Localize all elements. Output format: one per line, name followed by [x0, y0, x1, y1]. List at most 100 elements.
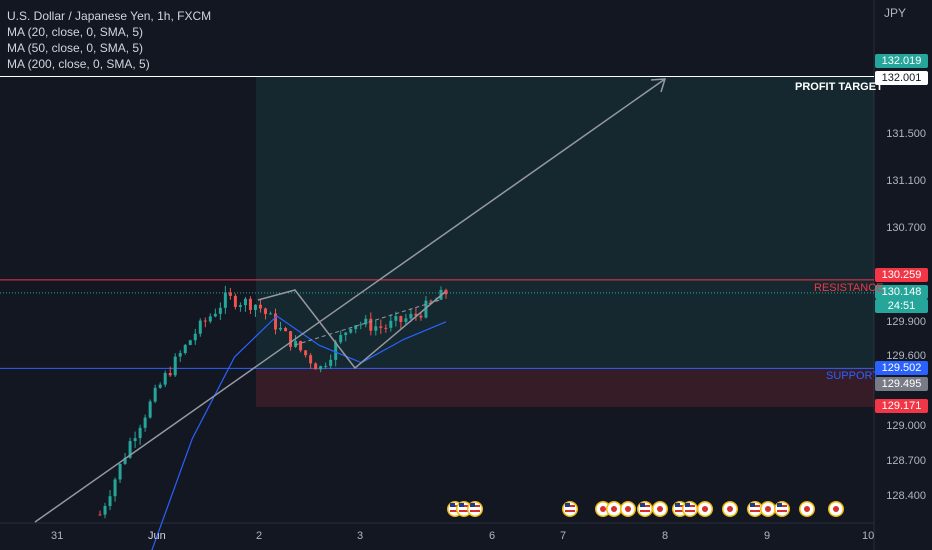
candle-body [369, 318, 373, 331]
candle-body [98, 514, 102, 516]
candle-body [299, 341, 303, 351]
currency-label[interactable]: JPY [884, 6, 907, 20]
support-badge: 129.502 [875, 361, 928, 375]
candle-body [228, 292, 232, 296]
candle-body [178, 353, 182, 357]
candle-body [203, 320, 207, 322]
candle-body [183, 344, 187, 354]
loss-zone [256, 368, 874, 407]
candle-body [253, 304, 257, 310]
candle-body [339, 335, 343, 343]
candle-body [359, 324, 363, 326]
symbol-title[interactable]: U.S. Dollar / Japanese Yen, 1h, FXCM [7, 9, 212, 23]
ma200-legend[interactable]: MA (200, close, 0, SMA, 5) [7, 57, 150, 71]
flag-canton [750, 503, 755, 507]
price-tick: 128.400 [886, 490, 926, 502]
flag-stripe [450, 510, 460, 512]
time-tick: 3 [357, 530, 364, 542]
candle-body [223, 292, 227, 308]
time-tick: 7 [560, 530, 567, 542]
candle-body [103, 506, 107, 515]
moving-average-line [151, 315, 447, 550]
candle-body [379, 326, 383, 328]
pattern-zigzag [257, 289, 446, 370]
profit-zone [256, 76, 874, 369]
candle-body [213, 313, 217, 317]
flag-canton [459, 503, 464, 507]
time-tick: 9 [764, 530, 771, 542]
pattern-neckline [294, 299, 441, 346]
candle-body [248, 298, 252, 310]
stop-badge: 129.171 [875, 399, 928, 413]
price-tick: 131.100 [886, 175, 926, 187]
time-tick: 2 [256, 530, 263, 542]
candle-body [163, 373, 167, 385]
countdown-badge: 24:51 [875, 299, 928, 313]
flag-stripe [565, 510, 575, 512]
candle-body [258, 304, 262, 309]
flag-stripe [750, 510, 760, 512]
candle-body [309, 355, 313, 364]
last-price-badge: 130.148 [875, 285, 928, 299]
flag-stripe [685, 510, 695, 512]
flag-sun [600, 506, 606, 512]
candle-body [118, 463, 122, 480]
candle-body [193, 333, 197, 341]
support-label[interactable]: SUPPORT [826, 370, 879, 382]
profit-target-label[interactable]: PROFIT TARGET [795, 81, 883, 93]
candle-body [243, 298, 247, 306]
candle-body [188, 340, 192, 345]
candle-body [349, 329, 353, 333]
resistance-label[interactable]: RESISTANCE [814, 282, 884, 294]
price-tick: 129.600 [886, 350, 926, 362]
candle-body [414, 313, 418, 316]
flag-stripe [675, 510, 685, 512]
candle-body [344, 332, 348, 336]
candle-body [279, 327, 283, 330]
ma20-legend[interactable]: MA (20, close, 0, SMA, 5) [7, 25, 144, 39]
ma50-legend[interactable]: MA (50, close, 0, SMA, 5) [7, 41, 144, 55]
candle-body [394, 316, 398, 321]
flag-canton [565, 503, 570, 507]
candle-body [284, 327, 288, 332]
flag-sun [765, 506, 771, 512]
arrow-head [650, 78, 667, 93]
flag-sun [702, 506, 708, 512]
candle-body [133, 438, 137, 442]
price-tick: 130.700 [886, 222, 926, 234]
candle-body [168, 373, 172, 376]
flag-sun [657, 506, 663, 512]
flag-sun [833, 506, 839, 512]
candle-body [329, 359, 333, 366]
flag-canton [675, 503, 680, 507]
candle-body [419, 315, 423, 318]
profit-high-badge: 132.019 [875, 54, 928, 68]
candle-body [238, 305, 242, 307]
candle-body [304, 350, 308, 356]
time-tick: 6 [489, 530, 496, 542]
candle-body [374, 326, 378, 331]
resistance-badge: 130.259 [875, 268, 928, 282]
candle-body [289, 331, 293, 347]
time-tick: Jun [148, 530, 166, 542]
candle-body [148, 401, 152, 418]
candle-body [128, 441, 132, 458]
candle-body [389, 320, 393, 328]
candle-body [138, 427, 142, 439]
flag-sun [804, 506, 810, 512]
candle-body [274, 313, 278, 330]
candle-body [399, 316, 403, 322]
trend-line [34, 78, 666, 523]
candle-body [334, 342, 338, 360]
flag-stripe [640, 510, 650, 512]
time-tick: 31 [51, 530, 64, 542]
flag-sun [611, 506, 617, 512]
candle-body [143, 417, 147, 428]
candle-body [108, 496, 112, 507]
price-tick: 129.900 [886, 316, 926, 328]
chart-legend: U.S. Dollar / Japanese Yen, 1h, FXCM MA … [7, 8, 211, 72]
flag-stripe [470, 510, 480, 512]
flag-canton [470, 503, 475, 507]
profit-target-badge: 132.001 [875, 71, 928, 85]
